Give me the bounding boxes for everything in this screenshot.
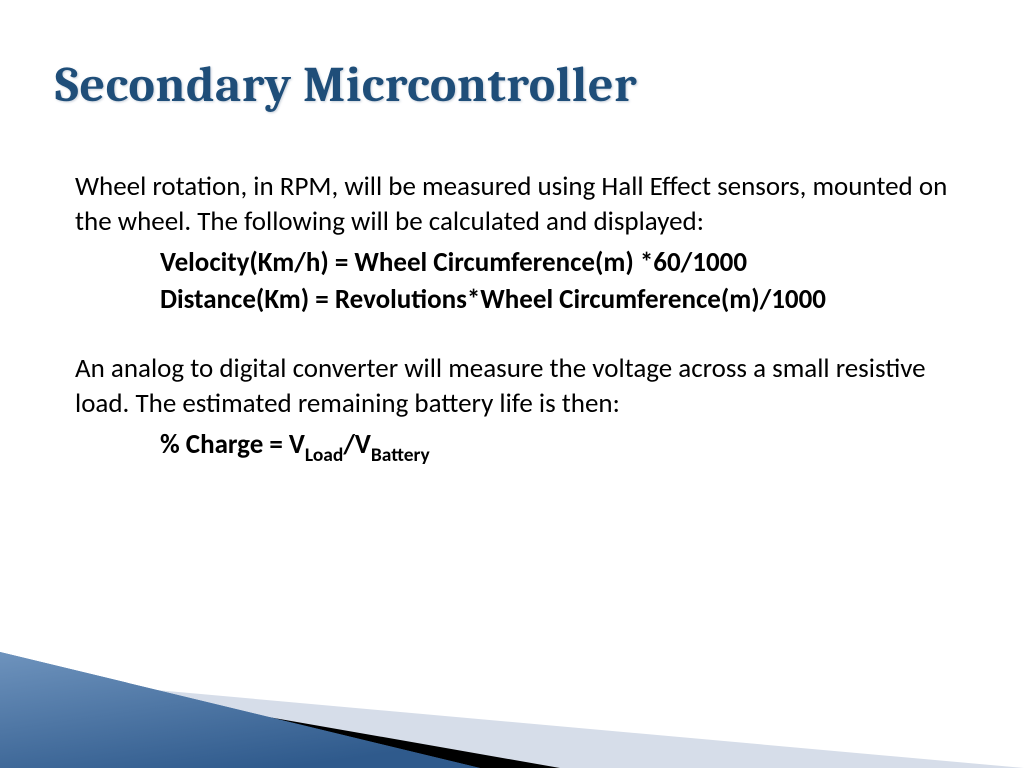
slide: Secondary Micrcontroller Wheel rotation,… <box>0 0 1024 768</box>
spacer <box>75 318 955 352</box>
charge-mid: /V <box>343 428 371 461</box>
paragraph-2: An analog to digital converter will meas… <box>75 352 955 421</box>
slide-title: Secondary Micrcontroller <box>55 56 637 114</box>
formula-charge: % Charge = VLoad/VBattery <box>75 427 955 467</box>
paragraph-1: Wheel rotation, in RPM, will be measured… <box>75 170 955 239</box>
charge-sub-load: Load <box>305 443 343 467</box>
charge-sub-battery: Battery <box>371 443 430 467</box>
slide-body: Wheel rotation, in RPM, will be measured… <box>75 170 955 467</box>
charge-label: % Charge = V <box>160 428 305 461</box>
formula-distance: Distance(Km) = Revolutions*Wheel Circumf… <box>75 282 955 318</box>
formula-velocity: Velocity(Km/h) = Wheel Circumference(m) … <box>75 245 955 281</box>
corner-decoration <box>0 608 1024 768</box>
